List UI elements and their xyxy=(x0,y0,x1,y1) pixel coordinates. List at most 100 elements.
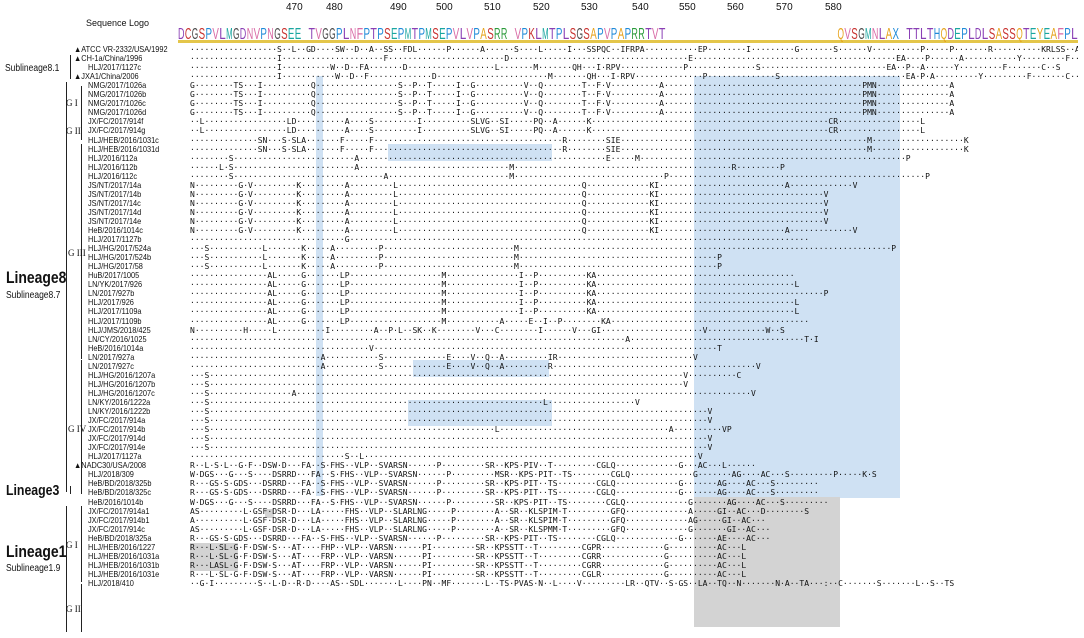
sequence-name-text: JX/FC/2017/914c xyxy=(88,524,145,534)
bracket-g4 xyxy=(81,360,82,494)
sequence-name: JX/FC/2017/914a xyxy=(88,416,145,425)
sequence-name-text: JS/NT/2017/14a xyxy=(88,180,142,190)
sublineage87-label: Sublineage8.7 xyxy=(6,290,61,301)
sequence-name-text: JS/NT/2017/14b xyxy=(88,189,142,199)
logo-residue: E xyxy=(1030,26,1037,43)
sequence-row: G········TS···I··········Q··············… xyxy=(190,81,955,91)
logo-residue: H xyxy=(934,26,941,43)
sequence-name: HeB/BD/2018/325b xyxy=(88,479,152,488)
logo-residue: A xyxy=(618,26,625,43)
sequence-row: W·DGS···G···S····DSRRD···FA··S·FHS··VLP·… xyxy=(190,497,829,507)
sequence-row: ··················I···········W··D··F···… xyxy=(190,72,1078,82)
sequence-name-text: NMG/2017/1026c xyxy=(88,99,146,109)
sequence-name: JS/NT/2017/14d xyxy=(88,208,141,217)
logo-residue: S xyxy=(487,26,494,43)
logo-residue: D xyxy=(948,26,955,43)
logo-conservation-band xyxy=(178,40,1078,43)
sequence-name-text: HLJ/2017/926 xyxy=(88,298,134,308)
sequence-name-text: JX/FC/2017/914a1 xyxy=(88,506,150,516)
logo-residue: E xyxy=(954,26,961,43)
logo-residue: T xyxy=(913,26,920,43)
sequence-row: ········································… xyxy=(190,334,819,344)
sequence-name: HuB/2017/1005 xyxy=(88,271,139,280)
ruler-tick-label: 510 xyxy=(484,2,501,13)
sequence-name: HLJ/HEB/2016/1227 xyxy=(88,543,155,552)
sequence-name: LN/2017/927b xyxy=(88,289,134,298)
sequence-name: NMG/2017/1026a xyxy=(88,81,146,90)
sequence-row: ···S····································… xyxy=(190,434,713,444)
group-g4-label: G IV xyxy=(68,424,87,434)
sequence-row: G········TS···I··········Q··············… xyxy=(190,108,955,118)
sequence-name-text: HLJ/HG/2016/1207c xyxy=(88,388,155,398)
sequence-name: HLJ/JMS/2018/425 xyxy=(88,326,151,335)
sequence-row: ···S···········L·······K·····A·········P… xyxy=(190,262,723,272)
highlight-deletion-block-main xyxy=(694,76,900,498)
logo-residue: L xyxy=(219,26,226,43)
logo-residue: N xyxy=(247,26,254,43)
sequence-name: HLJ/2017/1127a xyxy=(88,452,142,461)
ruler-tick-label: 560 xyxy=(727,2,744,13)
sequence-name-text: HLJ/2017/1127b xyxy=(88,235,142,245)
logo-residue: R xyxy=(631,26,638,43)
sequence-name: HLJ/HEB/2016/1031b xyxy=(88,561,159,570)
sequence-name: JX/FC/2017/914b1 xyxy=(88,516,149,525)
logo-residue: S xyxy=(384,26,391,43)
logo-residue: P xyxy=(364,26,371,43)
sequence-name: HLJ/HEB/2016/1031a xyxy=(88,552,159,561)
sequence-logo-title: Sequence Logo xyxy=(86,18,150,28)
sequence-name-text: HLJ/HEB/2016/1031e xyxy=(88,569,160,579)
logo-residue: S xyxy=(1002,26,1009,43)
sequence-name: HLJ/2017/1127b xyxy=(88,235,142,244)
logo-residue: M xyxy=(425,26,432,43)
logo-residue: M xyxy=(405,26,412,43)
sequence-row: ······L·S·························A·····… xyxy=(190,162,785,172)
logo-residue: L xyxy=(535,26,542,43)
logo-residue: E xyxy=(391,26,398,43)
sequence-row: N·········G·V·········K·········A·······… xyxy=(190,189,829,199)
sequence-name-text: HLJ/JMS/2018/425 xyxy=(88,325,151,335)
sequence-row: ··L·················LD··········A····S··… xyxy=(190,117,926,127)
logo-residue: R xyxy=(638,26,645,43)
sequence-name: HLJ/HG/2017/524b xyxy=(88,253,151,262)
sequence-name-text: LN/YK/2017/926 xyxy=(88,280,143,290)
logo-residue: P xyxy=(206,26,213,43)
sequence-name-text: HLJ/HG/2016/1207b xyxy=(88,379,156,389)
sequence-row: ················AL·····G·······LP·······… xyxy=(190,280,800,290)
sequence-name-text: HLJ/2018/410 xyxy=(88,578,134,588)
sequence-row: AS·········L·GSF·DSR·D···LA·····FHS··VLP… xyxy=(190,506,810,516)
highlight-lineage1-block xyxy=(694,497,840,627)
sequence-row: R···L·SL·G·F·DSW·S···AT····FHP··VLP··VAR… xyxy=(190,542,747,552)
sequence-name: HLJ/HEB/2016/1031c xyxy=(88,136,159,145)
logo-residue: F xyxy=(1057,26,1064,43)
ruler-tick-label: 530 xyxy=(581,2,598,13)
logo-residue: E xyxy=(288,26,295,43)
sequence-name-text: ATCC VR-2332/USA/1992 xyxy=(81,45,168,54)
sequence-row: ················AL·····G·······LP·······… xyxy=(190,316,810,326)
ruler-tick-label: 500 xyxy=(436,2,453,13)
highlight-lineage1-small2 xyxy=(190,543,238,571)
sequence-name-text: HLJ/2018/309 xyxy=(88,470,134,480)
bracket-lineage1 xyxy=(66,506,67,632)
sequence-name: ▲JXA1/China/2006 xyxy=(74,72,139,81)
sequence-row: N··········H·····L··········I·········A·… xyxy=(190,325,785,335)
sequence-row: N·········G·V·········K·········A·······… xyxy=(190,226,858,235)
sequence-name: LN/YK/2017/926 xyxy=(88,280,142,289)
sequence-name: HLJ/HEB/2016/1031d xyxy=(88,145,159,154)
sequence-name-text: HLJ/2016/112c xyxy=(88,171,138,181)
sequence-row: ··G·I·········S··L·D··R·D····AS··SDL····… xyxy=(190,578,955,588)
logo-residue: E xyxy=(1044,26,1051,43)
sequence-name-text: LN/KY/2016/1222a xyxy=(88,397,151,407)
sequence-name-text: HLJ/HG/2017/524b xyxy=(88,253,152,263)
sequence-name: LN/KY/2016/1222b xyxy=(88,407,150,416)
reference-strain-marker: ▲ xyxy=(74,461,82,471)
sequence-name-text: NADC30/USA/2008 xyxy=(81,461,147,471)
sequence-name: HLJ/2018/309 xyxy=(88,470,134,479)
logo-residue: A xyxy=(886,26,893,43)
sequence-row: ················AL·····G·······LP·······… xyxy=(190,271,795,281)
sequence-name: HLJ/2017/1127c xyxy=(88,63,141,72)
logo-residue: P xyxy=(1064,26,1071,43)
sequence-name-text: HLJ/HG/2016/1207a xyxy=(88,370,156,380)
logo-residue: P xyxy=(961,26,968,43)
logo-residue: L xyxy=(879,26,886,43)
logo-residue: S xyxy=(199,26,206,43)
